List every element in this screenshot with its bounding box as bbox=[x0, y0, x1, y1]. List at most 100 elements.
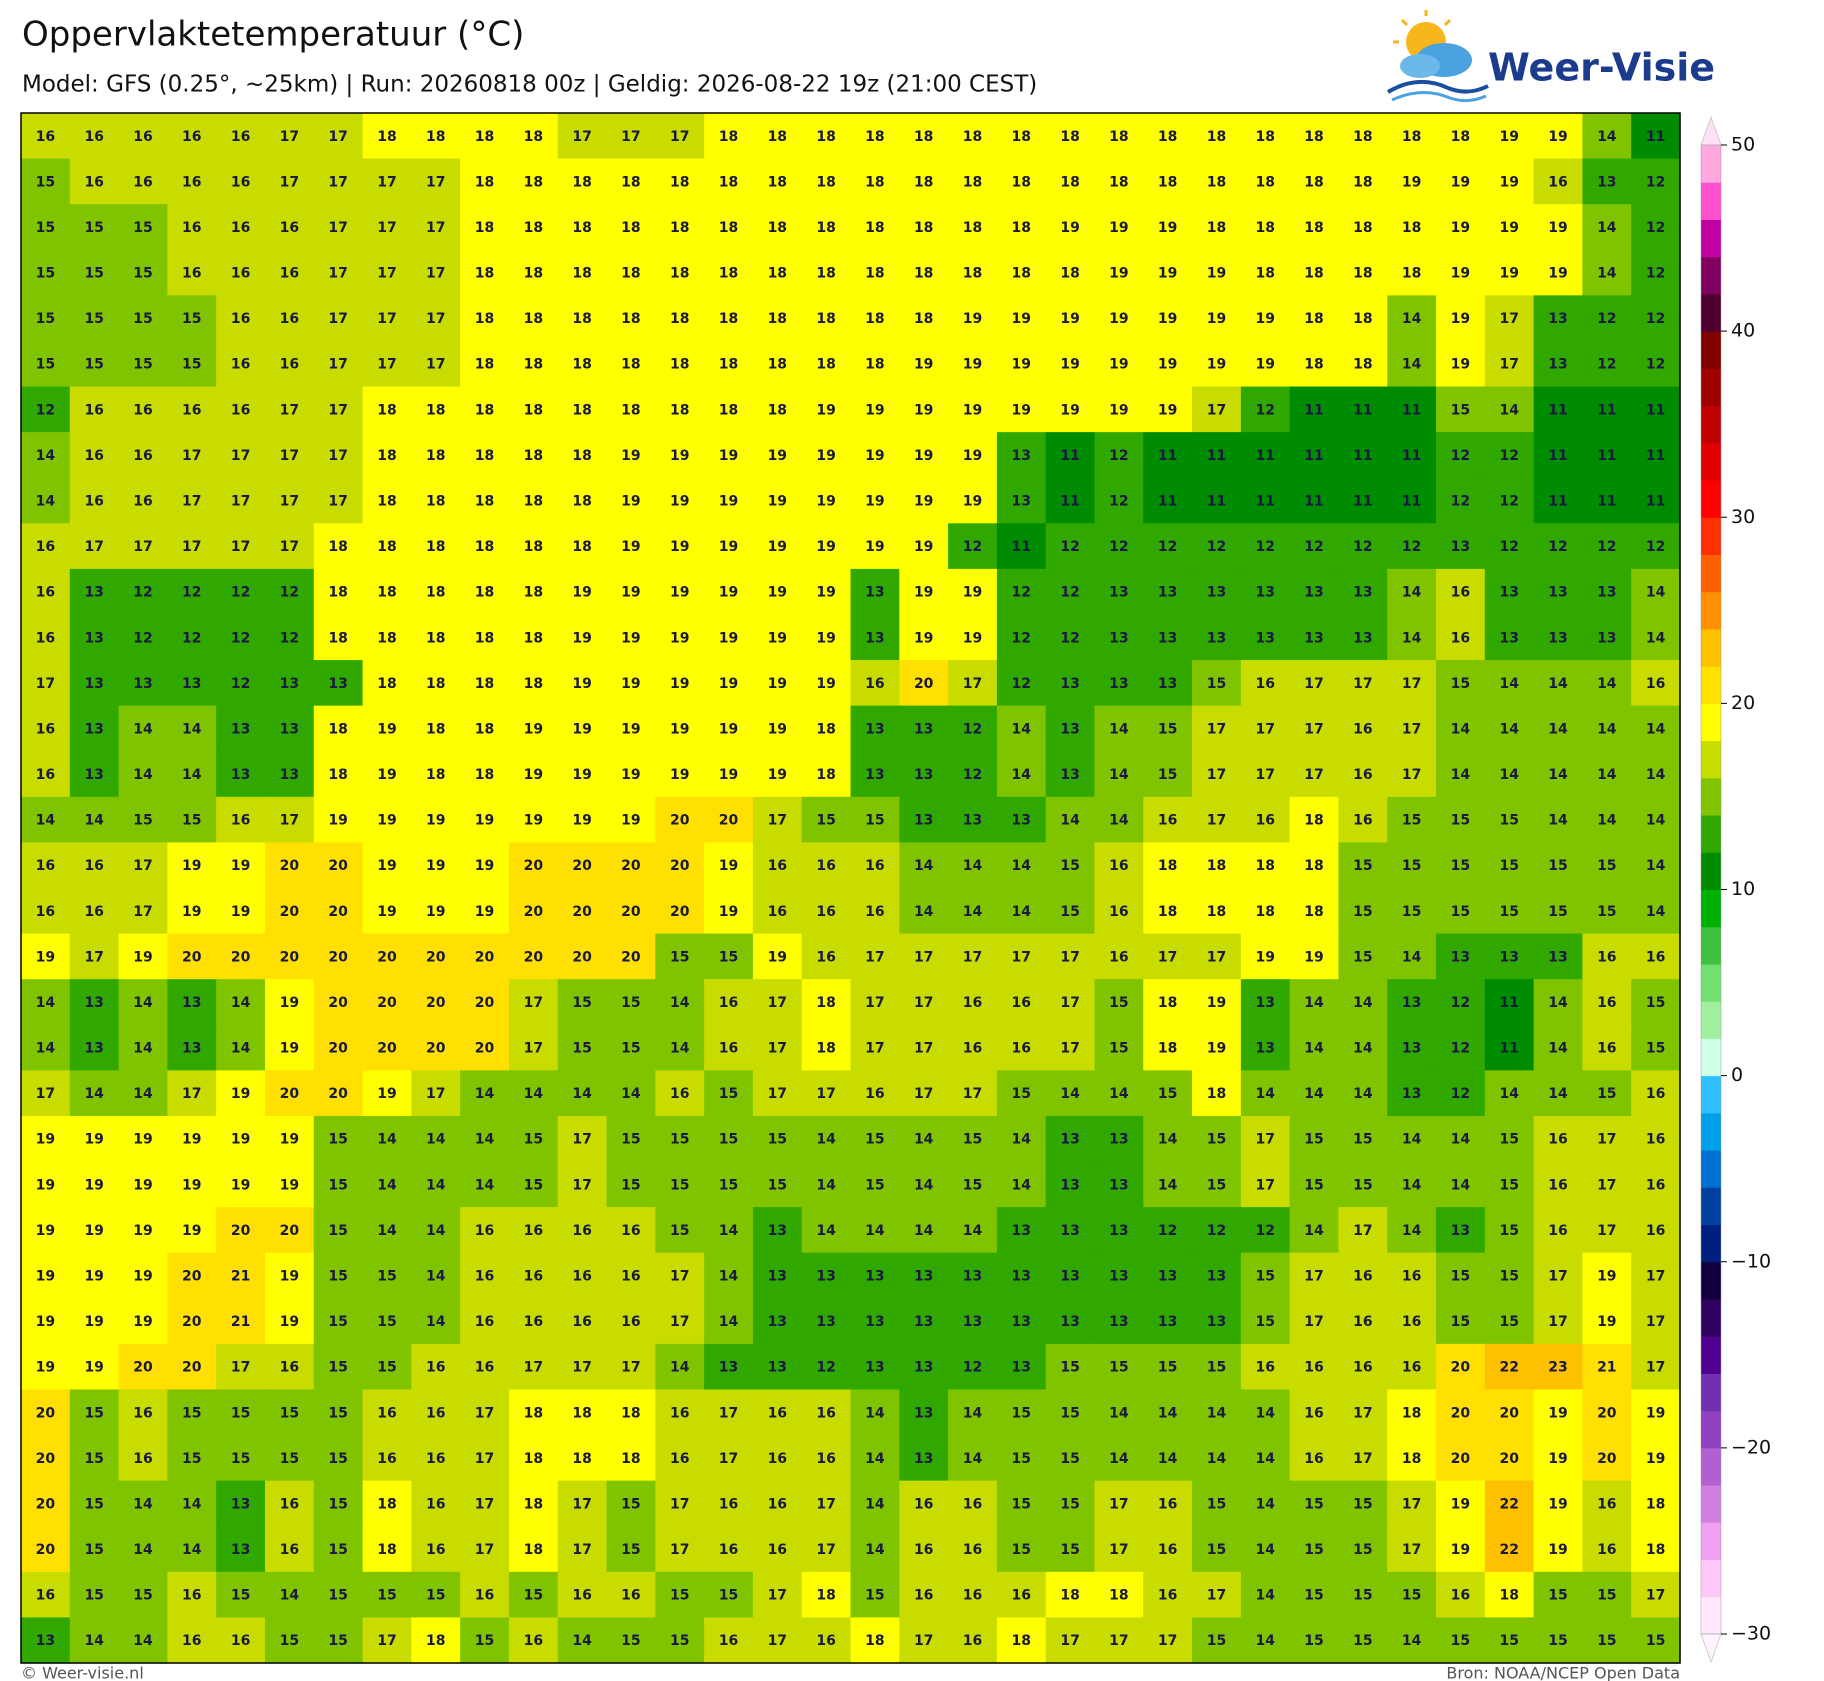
temperature-label: 19 bbox=[1109, 266, 1128, 282]
temperature-cell bbox=[996, 340, 1047, 388]
temperature-label: 20 bbox=[280, 904, 300, 920]
temperature-cell bbox=[850, 1024, 900, 1071]
temperature-cell bbox=[752, 1252, 803, 1299]
logo-wave bbox=[1386, 79, 1489, 94]
temperature-cell bbox=[996, 1252, 1047, 1299]
temperature-cell bbox=[655, 386, 705, 433]
temperature-cell bbox=[1094, 1207, 1144, 1254]
temperature-label: 15 bbox=[1304, 1633, 1323, 1649]
temperature-label: 20 bbox=[524, 904, 544, 920]
temperature-label: 19 bbox=[963, 402, 982, 418]
temperature-label: 14 bbox=[1499, 767, 1519, 783]
temperature-cell bbox=[362, 204, 412, 251]
temperature-label: 17 bbox=[1207, 767, 1226, 783]
temperature-cell bbox=[752, 1070, 803, 1117]
temperature-cell bbox=[1094, 933, 1144, 980]
temperature-label: 11 bbox=[1060, 494, 1079, 510]
temperature-cell bbox=[118, 1252, 168, 1299]
temperature-label: 14 bbox=[1499, 721, 1519, 737]
temperature-cell bbox=[1484, 1024, 1535, 1071]
temperature-label: 16 bbox=[1646, 676, 1665, 692]
temperature-label: 16 bbox=[231, 174, 250, 190]
temperature-cell bbox=[1631, 614, 1681, 661]
temperature-cell bbox=[118, 158, 168, 205]
temperature-label: 15 bbox=[1597, 904, 1616, 920]
temperature-cell bbox=[1192, 340, 1242, 388]
temperature-label: 15 bbox=[328, 1314, 347, 1330]
temperature-label: 16 bbox=[36, 858, 55, 874]
temperature-cell bbox=[1436, 568, 1486, 616]
temperature-label: 16 bbox=[621, 1223, 640, 1239]
logo-wave bbox=[1391, 91, 1487, 103]
temperature-label: 18 bbox=[1304, 904, 1323, 920]
temperature-label: 14 bbox=[1499, 1086, 1519, 1102]
temperature-label: 20 bbox=[328, 1086, 348, 1102]
temperature-label: 19 bbox=[1012, 357, 1031, 373]
temperature-cell bbox=[313, 340, 364, 388]
temperature-label: 18 bbox=[572, 448, 591, 464]
temperature-label: 19 bbox=[231, 1132, 250, 1148]
temperature-cell bbox=[1387, 660, 1437, 707]
temperature-cell bbox=[460, 340, 510, 388]
temperature-label: 19 bbox=[621, 494, 640, 510]
temperature-label: 11 bbox=[1646, 494, 1665, 510]
temperature-cell bbox=[1631, 158, 1681, 205]
temperature-label: 18 bbox=[475, 630, 494, 646]
temperature-label: 13 bbox=[84, 995, 103, 1011]
temperature-cell bbox=[216, 568, 266, 616]
temperature-label: 19 bbox=[963, 585, 982, 601]
temperature-cell bbox=[996, 523, 1047, 570]
temperature-label: 17 bbox=[768, 1086, 787, 1102]
temperature-cell bbox=[752, 295, 803, 342]
temperature-label: 12 bbox=[963, 767, 982, 783]
temperature-label: 16 bbox=[719, 1542, 738, 1558]
temperature-cell bbox=[996, 1389, 1047, 1436]
temperature-label: 20 bbox=[231, 949, 251, 965]
temperature-cell bbox=[606, 705, 656, 752]
temperature-cell bbox=[313, 249, 364, 296]
temperature-label: 14 bbox=[1256, 1405, 1276, 1421]
temperature-label: 14 bbox=[1256, 1633, 1276, 1649]
temperature-label: 14 bbox=[1060, 1086, 1080, 1102]
temperature-cell bbox=[557, 1252, 608, 1299]
temperature-label: 16 bbox=[1109, 858, 1128, 874]
temperature-cell bbox=[362, 1252, 412, 1299]
temperature-label: 17 bbox=[377, 311, 396, 327]
temperature-label: 15 bbox=[1597, 1588, 1616, 1604]
temperature-cell bbox=[21, 614, 71, 661]
temperature-cell bbox=[606, 979, 656, 1026]
temperature-cell bbox=[1045, 204, 1096, 251]
temperature-label: 18 bbox=[1353, 357, 1372, 373]
temperature-label: 15 bbox=[621, 995, 640, 1011]
temperature-cell bbox=[606, 568, 656, 616]
colorbar-segment bbox=[1701, 815, 1721, 853]
temperature-cell bbox=[1289, 796, 1340, 844]
temperature-cell bbox=[508, 796, 559, 844]
temperature-label: 13 bbox=[1597, 585, 1616, 601]
temperature-cell bbox=[1484, 523, 1535, 570]
temperature-cell bbox=[118, 751, 168, 798]
temperature-label: 16 bbox=[1451, 585, 1470, 601]
temperature-label: 14 bbox=[1597, 767, 1617, 783]
temperature-label: 18 bbox=[426, 767, 445, 783]
temperature-cell bbox=[801, 1207, 852, 1254]
temperature-label: 18 bbox=[1158, 995, 1177, 1011]
temperature-cell bbox=[1533, 933, 1584, 980]
temperature-cell bbox=[1436, 933, 1486, 980]
temperature-label: 18 bbox=[572, 1451, 591, 1467]
colorbar-segment bbox=[1701, 889, 1721, 928]
temperature-label: 17 bbox=[84, 949, 103, 965]
temperature-cell bbox=[1582, 249, 1632, 296]
temperature-label: 16 bbox=[572, 1223, 591, 1239]
temperature-label: 15 bbox=[84, 220, 103, 236]
temperature-label: 17 bbox=[1158, 1633, 1177, 1649]
temperature-cell bbox=[21, 933, 71, 980]
temperature-label: 15 bbox=[1207, 1132, 1226, 1148]
temperature-label: 16 bbox=[1548, 174, 1567, 190]
temperature-label: 11 bbox=[1353, 402, 1372, 418]
temperature-cell bbox=[1094, 113, 1144, 160]
temperature-label: 19 bbox=[524, 813, 543, 829]
temperature-cell bbox=[948, 796, 998, 844]
temperature-label: 11 bbox=[1597, 448, 1616, 464]
temperature-cell bbox=[1045, 1343, 1096, 1391]
